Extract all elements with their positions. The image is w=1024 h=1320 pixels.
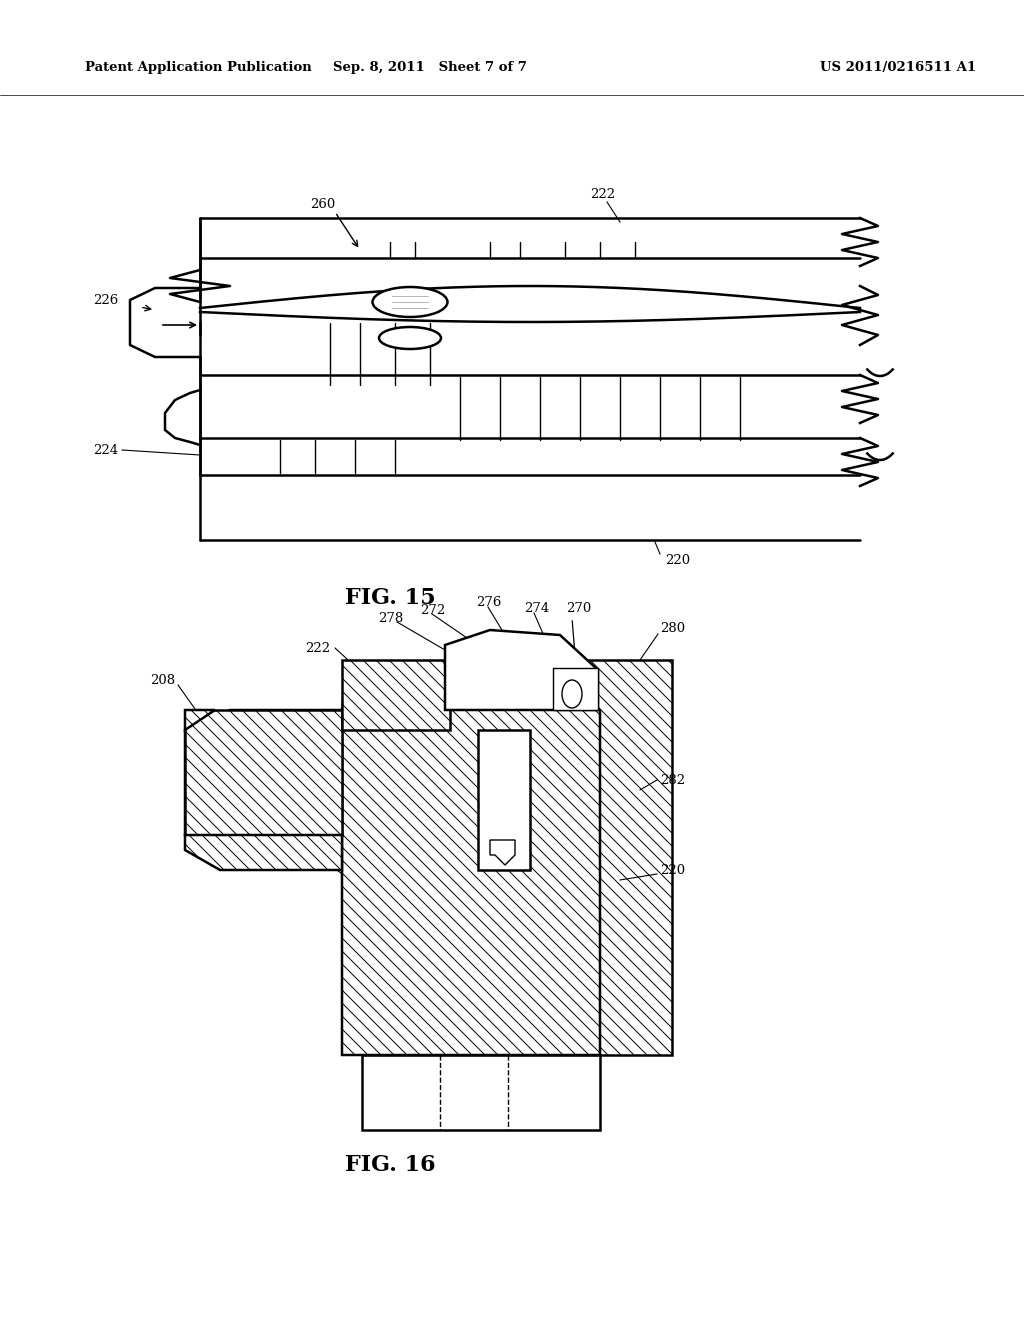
Ellipse shape (379, 327, 441, 348)
Polygon shape (185, 710, 342, 836)
Bar (553, 668, 598, 710)
Polygon shape (185, 710, 215, 730)
Text: 224: 224 (279, 838, 304, 851)
Text: Sep. 8, 2011   Sheet 7 of 7: Sep. 8, 2011 Sheet 7 of 7 (333, 62, 527, 74)
Text: 284: 284 (293, 768, 318, 781)
Polygon shape (185, 710, 342, 836)
Text: 280: 280 (660, 622, 685, 635)
Bar (478, 730, 530, 870)
Text: 208: 208 (150, 673, 175, 686)
Text: 226: 226 (93, 293, 118, 306)
Polygon shape (342, 668, 600, 1055)
Text: 222: 222 (305, 642, 330, 655)
Text: 278: 278 (378, 611, 403, 624)
Polygon shape (185, 836, 342, 870)
Polygon shape (445, 630, 598, 710)
Text: 260: 260 (310, 198, 335, 211)
Polygon shape (342, 660, 450, 730)
Polygon shape (490, 840, 515, 865)
Text: FIG. 15: FIG. 15 (345, 587, 435, 609)
Text: 224: 224 (93, 444, 118, 457)
Ellipse shape (562, 680, 582, 708)
Text: FIG. 16: FIG. 16 (345, 1154, 435, 1176)
Text: 272: 272 (420, 603, 445, 616)
Text: 220: 220 (665, 553, 690, 566)
Polygon shape (582, 660, 672, 1055)
Text: US 2011/0216511 A1: US 2011/0216511 A1 (820, 62, 976, 74)
Text: 274: 274 (524, 602, 549, 615)
Text: Patent Application Publication: Patent Application Publication (85, 62, 311, 74)
Text: 270: 270 (566, 602, 591, 615)
Text: 222: 222 (590, 189, 615, 202)
Bar (362, 1055, 600, 1130)
Text: 220: 220 (660, 863, 685, 876)
Text: 276: 276 (476, 595, 502, 609)
Text: 282: 282 (660, 774, 685, 787)
Ellipse shape (373, 286, 447, 317)
